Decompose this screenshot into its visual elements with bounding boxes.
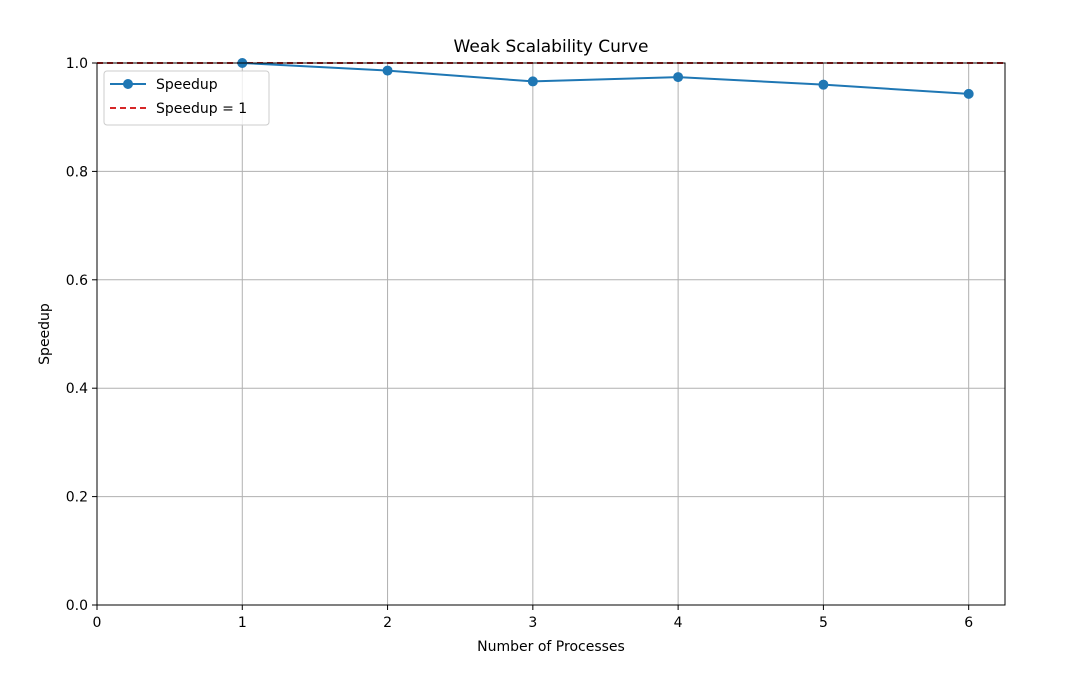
legend-label-reference: Speedup = 1 xyxy=(156,101,247,117)
data-point-speedup xyxy=(818,79,829,90)
x-tick-label: 4 xyxy=(674,615,683,631)
x-axis-label: Number of Processes xyxy=(477,639,625,655)
legend-marker-speedup xyxy=(123,79,133,89)
data-point-speedup xyxy=(963,88,974,99)
chart-title: Weak Scalability Curve xyxy=(454,37,649,57)
x-tick-label: 2 xyxy=(383,615,392,631)
data-point-speedup xyxy=(382,65,393,76)
y-tick-label: 0.0 xyxy=(66,598,88,614)
y-tick-label: 0.6 xyxy=(66,273,88,289)
plot-frame xyxy=(96,62,1006,606)
data-point-speedup xyxy=(673,72,684,83)
data-point-speedup xyxy=(527,76,538,87)
legend-label-speedup: Speedup xyxy=(156,77,218,93)
x-tick-label: 6 xyxy=(964,615,973,631)
grid-layer xyxy=(96,62,1005,606)
tick-layer: 0 1 2 3 4 5 6 0.0 0.2 0.4 0.6 0.8 1.0 xyxy=(66,56,973,631)
x-tick-label: 0 xyxy=(93,615,102,631)
series-line-speedup xyxy=(242,62,969,95)
y-tick-label: 0.2 xyxy=(66,490,88,506)
y-tick-label: 0.4 xyxy=(66,381,88,397)
y-axis-label: Speedup xyxy=(37,303,53,365)
y-tick-label: 1.0 xyxy=(66,56,88,72)
y-tick-label: 0.8 xyxy=(66,164,88,180)
legend: Speedup Speedup = 1 xyxy=(103,70,270,126)
x-tick-label: 3 xyxy=(528,615,537,631)
x-tick-label: 1 xyxy=(238,615,247,631)
x-tick-label: 5 xyxy=(819,615,828,631)
